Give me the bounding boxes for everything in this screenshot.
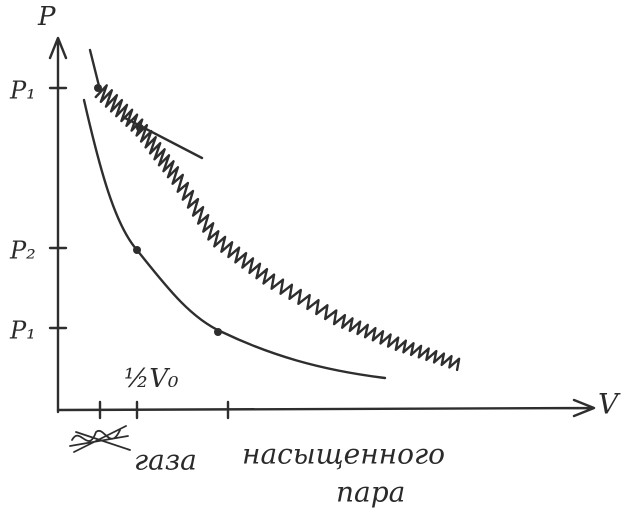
x-axis-label: V bbox=[598, 388, 621, 421]
curve-label: газа bbox=[134, 444, 197, 477]
y-tick-label: P₁ bbox=[9, 77, 36, 105]
point bbox=[133, 246, 141, 254]
point bbox=[136, 124, 144, 132]
y-tick-label: P₁ bbox=[9, 317, 36, 345]
y-axis-label: P bbox=[37, 2, 56, 32]
curve-label: пара bbox=[336, 476, 405, 509]
point bbox=[94, 84, 102, 92]
diagram: P V P₁ P₂ P₁ ½V₀ газа насыщенного пара bbox=[0, 0, 621, 515]
curve-label: насыщенного bbox=[242, 438, 445, 471]
x-tick-label: ½V₀ bbox=[124, 364, 179, 394]
y-tick-label: P₂ bbox=[9, 237, 36, 265]
point bbox=[214, 328, 222, 336]
